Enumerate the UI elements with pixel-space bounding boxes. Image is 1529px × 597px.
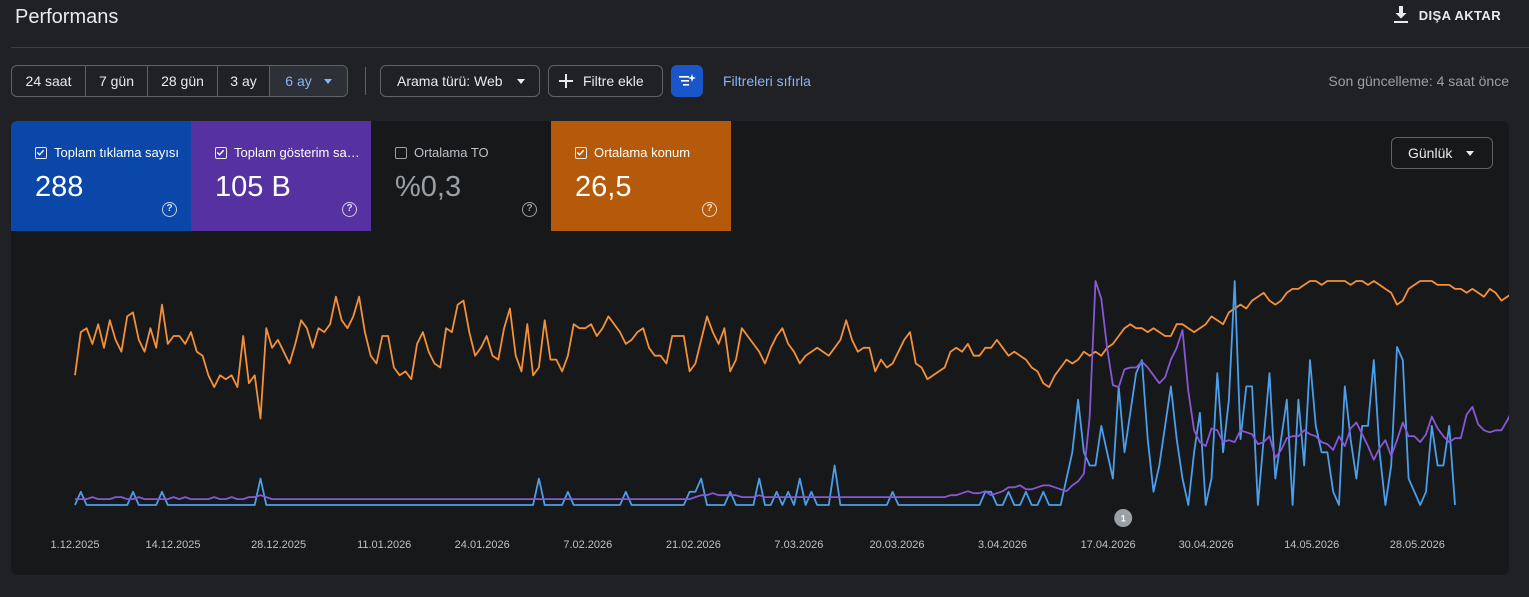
- add-filter-label: Filtre ekle: [583, 73, 644, 89]
- chevron-down-icon: [1466, 150, 1475, 156]
- granularity-label: Günlük: [1408, 145, 1453, 161]
- metric-value: 288: [35, 171, 84, 203]
- date-range-24h[interactable]: 24 saat: [12, 66, 86, 96]
- toolbar: 24 saat 7 gün 28 gün 3 ay 6 ay Arama tür…: [11, 65, 1509, 97]
- performance-panel: 1.12.2025 14.12.2025 28.12.2025 11.01.2026 2…: [11, 121, 1509, 575]
- checkbox-empty-icon: [395, 147, 407, 159]
- x-tick-label: 28.05.2026: [1390, 539, 1445, 551]
- metric-value: %0,3: [395, 171, 462, 203]
- metric-value: 105 B: [215, 171, 291, 203]
- download-icon: [1393, 6, 1408, 23]
- export-button[interactable]: DIŞA AKTAR: [1393, 6, 1501, 24]
- x-tick-label: 30.04.2026: [1179, 539, 1234, 551]
- x-tick-label: 17.04.2026: [1081, 539, 1136, 551]
- metric-card-impressions[interactable]: Toplam gösterim sayısı 105 B ?: [191, 121, 371, 231]
- date-range-3m[interactable]: 3 ay: [218, 66, 270, 96]
- annotation-label: 1: [1121, 514, 1126, 524]
- plus-icon: [559, 74, 573, 88]
- page-header: Performans DIŞA AKTAR: [11, 0, 1529, 48]
- last-update-text: Son güncelleme: 4 saat önce: [1328, 73, 1509, 89]
- filter-sparkle-icon: [679, 74, 696, 86]
- impressions-series-line: [75, 280, 1509, 501]
- x-tick-label: 7.02.2026: [563, 539, 612, 551]
- x-tick-label: 3.04.2026: [978, 539, 1027, 551]
- x-tick-label: 20.03.2026: [869, 539, 924, 551]
- x-tick-label: 11.01.2026: [357, 539, 411, 551]
- x-tick-label: 21.02.2026: [666, 539, 721, 551]
- help-icon[interactable]: ?: [522, 202, 537, 217]
- annotation-marker[interactable]: [1114, 509, 1133, 527]
- search-type-label: Arama türü: Web: [397, 73, 503, 89]
- chevron-down-icon: [323, 78, 332, 84]
- x-tick-label: 14.12.2025: [145, 539, 200, 551]
- date-range-selector: 24 saat 7 gün 28 gün 3 ay 6 ay: [11, 65, 348, 97]
- metric-label: Ortalama TO: [414, 145, 489, 160]
- x-tick-label: 24.01.2026: [455, 539, 510, 551]
- add-filter-button[interactable]: Filtre ekle: [548, 65, 663, 97]
- date-range-28d[interactable]: 28 gün: [148, 66, 218, 96]
- checkbox-icon: [35, 147, 47, 159]
- x-tick-label: 14.05.2026: [1284, 539, 1339, 551]
- filter-settings-button[interactable]: [671, 65, 703, 97]
- metric-label: Toplam tıklama sayısı: [54, 145, 179, 160]
- reset-filters-link[interactable]: Filtreleri sıfırla: [723, 73, 811, 89]
- x-tick-label: 7.03.2026: [774, 539, 823, 551]
- checkbox-icon: [575, 147, 587, 159]
- page-title: Performans: [15, 6, 119, 28]
- help-icon[interactable]: ?: [342, 202, 357, 217]
- x-tick-label: 28.12.2025: [251, 539, 306, 551]
- metric-card-position[interactable]: Ortalama konum 26,5 ?: [551, 121, 731, 231]
- search-type-dropdown[interactable]: Arama türü: Web: [380, 65, 540, 97]
- date-range-6m[interactable]: 6 ay: [270, 66, 347, 96]
- help-icon[interactable]: ?: [162, 202, 177, 217]
- metric-value: 26,5: [575, 171, 632, 203]
- metric-label: Ortalama konum: [594, 145, 691, 160]
- metric-label: Toplam gösterim sayısı: [234, 145, 362, 160]
- date-range-6m-label: 6 ay: [285, 73, 312, 89]
- metric-card-clicks[interactable]: Toplam tıklama sayısı 288 ?: [11, 121, 191, 231]
- granularity-dropdown[interactable]: Günlük: [1391, 137, 1493, 169]
- chevron-down-icon: [516, 78, 525, 84]
- position-series-line: [74, 280, 1509, 420]
- metric-card-ctr[interactable]: Ortalama TO %0,3 ?: [371, 121, 551, 231]
- x-tick-label: 1.12.2025: [51, 539, 100, 551]
- export-label: DIŞA AKTAR: [1418, 7, 1501, 23]
- performance-chart: 1.12.2025 14.12.2025 28.12.2025 11.01.2026 2…: [51, 280, 1509, 551]
- date-range-7d[interactable]: 7 gün: [86, 66, 148, 96]
- help-icon[interactable]: ?: [702, 202, 717, 217]
- toolbar-divider: [365, 67, 366, 95]
- clicks-series-line: [74, 280, 1456, 506]
- checkbox-icon: [215, 147, 227, 159]
